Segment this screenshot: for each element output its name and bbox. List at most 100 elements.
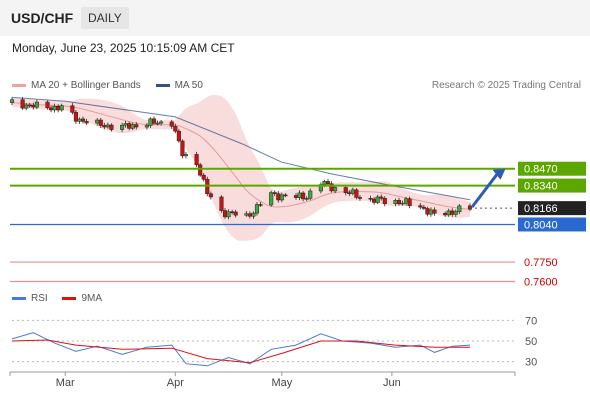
research-credit: Research © 2025 Trading Central: [431, 80, 581, 91]
candle-body: [31, 105, 36, 108]
candle-body: [9, 99, 15, 103]
candle-body: [404, 198, 409, 204]
candle-body: [20, 99, 25, 109]
forecast-arrow-head: [492, 168, 506, 180]
legend-rsi-ma: 9MA: [62, 293, 102, 304]
candle-body: [251, 212, 256, 217]
candle-body: [201, 174, 206, 180]
candle-body: [304, 198, 309, 200]
symbol-title: USD/CHF: [11, 10, 74, 26]
candle-body: [457, 205, 462, 212]
candle-body: [425, 208, 430, 215]
legend-rsi-ma-label: 9MA: [81, 293, 103, 304]
candle-body: [244, 213, 249, 216]
candle-body: [70, 105, 75, 113]
ma20-line: [11, 102, 471, 210]
rsi-tick-label: 50: [525, 336, 537, 348]
legend-bb: MA 20 + Bollinger Bands: [12, 80, 141, 91]
chart-header: USD/CHF DAILY: [0, 0, 590, 36]
candle-body: [159, 121, 164, 124]
candle-body: [109, 124, 114, 130]
candle-body: [24, 104, 29, 109]
candle-body: [151, 118, 157, 124]
candle-body: [322, 181, 327, 185]
candle-body: [258, 204, 263, 206]
candle-body: [343, 187, 348, 193]
candle-body: [194, 154, 199, 166]
candle-body: [254, 204, 260, 214]
candle-body: [105, 124, 110, 128]
legend-ma50-label: MA 50: [174, 80, 203, 91]
candle-body: [400, 202, 405, 205]
candle-body: [357, 197, 362, 199]
candle-body: [123, 123, 128, 126]
candle-body: [379, 196, 384, 199]
candle-body: [27, 104, 32, 107]
candle-body: [45, 101, 50, 109]
candle-body: [95, 119, 100, 124]
candle-body: [247, 213, 252, 217]
candle-body: [276, 193, 281, 201]
candle-body: [222, 210, 228, 218]
candle-body: [102, 125, 107, 128]
rsi-tick-label: 70: [525, 315, 537, 327]
candle-body: [418, 205, 423, 208]
candle-body: [56, 106, 61, 111]
candle-body: [308, 190, 313, 199]
candle-body: [443, 213, 448, 216]
legend-ma50: MA 50: [155, 80, 203, 91]
candle-body: [226, 211, 231, 218]
candle-body: [134, 124, 139, 128]
resistance-label-box: [518, 178, 586, 193]
ma50-line: [11, 96, 471, 201]
candle-body: [52, 106, 57, 111]
target-label: 0.7600: [524, 277, 558, 289]
candle-body: [180, 140, 185, 157]
candle-body: [354, 189, 359, 198]
candle-body: [467, 205, 473, 210]
rsi-swatch: [12, 296, 26, 300]
target-label: 0.7750: [524, 257, 558, 269]
candle-body: [59, 105, 64, 111]
candle-body: [230, 211, 235, 213]
candlesticks: [9, 97, 473, 220]
candle-body: [279, 194, 284, 201]
rsi-tick-label: 30: [525, 357, 537, 369]
x-tick-label: Mar: [56, 377, 75, 389]
candle-body: [272, 192, 277, 194]
rsi-ma-swatch: [62, 296, 77, 300]
candle-body: [208, 193, 213, 198]
timeframe-badge[interactable]: DAILY: [81, 7, 129, 29]
candle-body: [432, 209, 437, 214]
candle-body: [347, 192, 352, 194]
candle-body: [127, 123, 132, 129]
candle-body: [396, 200, 402, 205]
resistance-label: 0.8340: [524, 181, 558, 193]
candle-body: [393, 200, 398, 205]
candle-body: [84, 121, 89, 124]
forecast-arrow-shaft: [470, 172, 499, 209]
timestamp: Monday, June 23, 2025 10:15:09 AM CET: [12, 41, 235, 55]
support-label-box: [518, 217, 586, 232]
candle-body: [333, 187, 338, 192]
resistance-label: 0.8470: [524, 164, 558, 176]
candle-body: [34, 101, 39, 108]
candle-body: [297, 192, 302, 198]
candle-body: [198, 164, 203, 176]
candle-body: [148, 118, 153, 126]
candle-body: [325, 181, 331, 185]
price-legend: MA 20 + Bollinger Bands MA 50: [12, 80, 215, 91]
x-tick-label: Apr: [167, 377, 184, 389]
candle-body: [144, 125, 149, 128]
rsi-legend: RSI 9MA: [12, 293, 114, 304]
legend-rsi: RSI: [12, 293, 48, 304]
resistance-label-box: [518, 161, 586, 176]
candle-body: [80, 118, 86, 122]
candle-body: [446, 210, 451, 216]
candle-body: [318, 184, 323, 192]
candle-body: [382, 198, 387, 205]
support-label: 0.8040: [524, 219, 558, 231]
candle-body: [450, 210, 455, 215]
legend-bb-label: MA 20 + Bollinger Bands: [31, 80, 141, 91]
